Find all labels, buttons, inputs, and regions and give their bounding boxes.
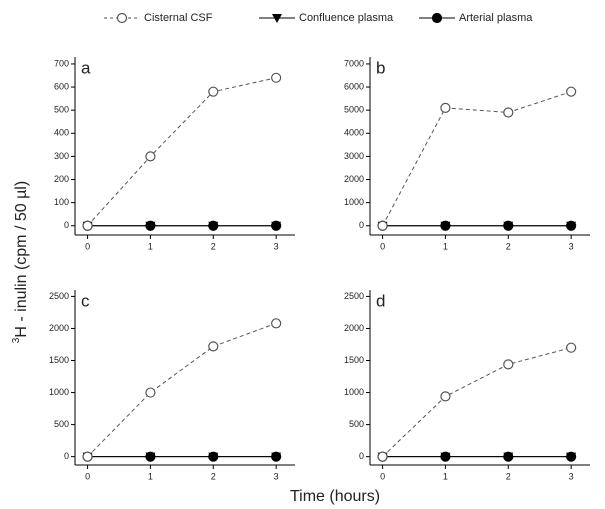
x-tick-label: 3 bbox=[569, 471, 574, 481]
x-tick-label: 1 bbox=[443, 241, 448, 251]
data-point bbox=[503, 451, 514, 462]
y-label-text: H - inulin (cpm / 50 µl) bbox=[13, 181, 30, 338]
x-tick-label: 2 bbox=[211, 471, 216, 481]
x-tick-label: 2 bbox=[506, 241, 511, 251]
legend-label: Arterial plasma bbox=[459, 12, 533, 24]
data-point bbox=[208, 86, 219, 97]
y-tick-label: 1500 bbox=[344, 355, 364, 365]
y-tick-label: 6000 bbox=[344, 81, 364, 91]
panel-label: a bbox=[81, 58, 91, 77]
x-tick-label: 3 bbox=[274, 241, 279, 251]
y-tick-label: 200 bbox=[54, 174, 69, 184]
y-tick-label: 2500 bbox=[49, 291, 69, 301]
x-axis-label: Time (hours) bbox=[290, 488, 380, 505]
legend-label: Cisternal CSF bbox=[144, 12, 213, 24]
x-tick-label: 0 bbox=[380, 241, 385, 251]
series-line bbox=[382, 91, 572, 226]
y-tick-label: 0 bbox=[359, 220, 364, 230]
series-line bbox=[87, 322, 277, 458]
y-tick-label: 2000 bbox=[344, 174, 364, 184]
x-tick-label: 1 bbox=[148, 471, 153, 481]
y-tick-label: 3000 bbox=[344, 151, 364, 161]
data-point bbox=[271, 72, 282, 83]
y-tick-label: 5000 bbox=[344, 105, 364, 115]
legend-marker bbox=[272, 14, 282, 23]
data-point bbox=[145, 451, 156, 462]
x-tick-label: 2 bbox=[211, 241, 216, 251]
data-point bbox=[377, 451, 388, 462]
data-point bbox=[271, 318, 282, 329]
y-tick-label: 1000 bbox=[344, 387, 364, 397]
legend-marker bbox=[431, 12, 443, 24]
y-tick-label: 400 bbox=[54, 128, 69, 138]
data-point bbox=[82, 220, 93, 231]
y-tick-label: 4000 bbox=[344, 128, 364, 138]
y-tick-label: 500 bbox=[349, 419, 364, 429]
y-tick-label: 1000 bbox=[344, 197, 364, 207]
data-point bbox=[271, 451, 282, 462]
data-point bbox=[566, 86, 577, 97]
data-point bbox=[566, 220, 577, 231]
x-tick-label: 3 bbox=[274, 471, 279, 481]
y-tick-label: 600 bbox=[54, 81, 69, 91]
y-tick-label: 2000 bbox=[49, 323, 69, 333]
legend-label: Confluence plasma bbox=[299, 12, 394, 24]
x-tick-label: 0 bbox=[85, 471, 90, 481]
series-line bbox=[382, 347, 572, 458]
x-tick-label: 3 bbox=[569, 241, 574, 251]
data-point bbox=[440, 391, 451, 402]
y-tick-label: 1500 bbox=[49, 355, 69, 365]
y-tick-label: 500 bbox=[54, 105, 69, 115]
data-point bbox=[208, 341, 219, 352]
y-tick-label: 100 bbox=[54, 197, 69, 207]
legend-marker bbox=[116, 12, 128, 24]
x-tick-label: 0 bbox=[380, 471, 385, 481]
data-point bbox=[145, 220, 156, 231]
data-point bbox=[440, 102, 451, 113]
data-point bbox=[503, 359, 514, 370]
data-point bbox=[82, 451, 93, 462]
data-point bbox=[503, 107, 514, 118]
x-tick-label: 1 bbox=[443, 471, 448, 481]
data-point bbox=[503, 220, 514, 231]
panel-label: b bbox=[376, 58, 385, 77]
x-tick-label: 1 bbox=[148, 241, 153, 251]
panel-label: c bbox=[81, 291, 90, 310]
data-point bbox=[377, 220, 388, 231]
panel-label: d bbox=[376, 291, 385, 310]
y-tick-label: 700 bbox=[54, 58, 69, 68]
x-tick-label: 2 bbox=[506, 471, 511, 481]
y-tick-label: 7000 bbox=[344, 58, 364, 68]
data-point bbox=[208, 220, 219, 231]
x-tick-label: 0 bbox=[85, 241, 90, 251]
y-tick-label: 500 bbox=[54, 419, 69, 429]
data-point bbox=[440, 220, 451, 231]
y-tick-label: 2000 bbox=[344, 323, 364, 333]
y-tick-label: 0 bbox=[64, 451, 69, 461]
y-label-sup: 3 bbox=[11, 337, 22, 343]
y-tick-label: 0 bbox=[359, 451, 364, 461]
data-point bbox=[145, 151, 156, 162]
data-point bbox=[208, 451, 219, 462]
y-tick-label: 1000 bbox=[49, 387, 69, 397]
y-tick-label: 0 bbox=[64, 220, 69, 230]
series-line bbox=[87, 77, 277, 227]
y-axis-label: 3H - inulin (cpm / 50 µl) bbox=[11, 181, 31, 343]
y-tick-label: 2500 bbox=[344, 291, 364, 301]
data-point bbox=[566, 342, 577, 353]
data-point bbox=[271, 220, 282, 231]
data-point bbox=[440, 451, 451, 462]
data-point bbox=[566, 451, 577, 462]
data-point bbox=[145, 387, 156, 398]
y-tick-label: 300 bbox=[54, 151, 69, 161]
